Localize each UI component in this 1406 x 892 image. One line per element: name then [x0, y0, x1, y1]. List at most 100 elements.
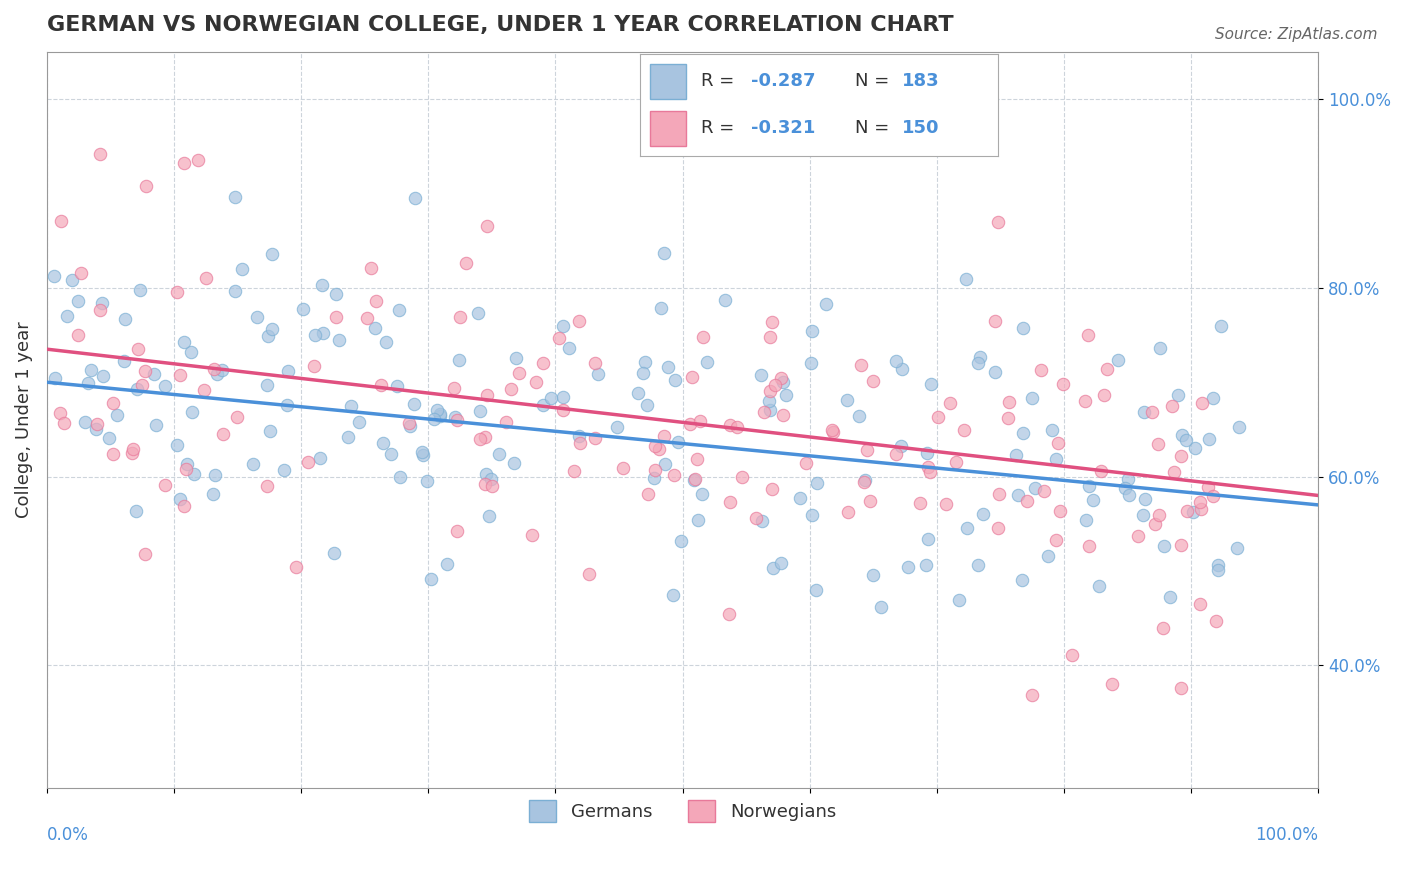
Norwegians: [364, 293, 387, 308]
Norwegians: [454, 256, 477, 270]
Norwegians: [692, 330, 714, 344]
Norwegians: [499, 382, 522, 396]
Germans: [815, 297, 838, 311]
Norwegians: [508, 366, 530, 380]
Norwegians: [644, 463, 666, 477]
Germans: [325, 286, 347, 301]
Germans: [643, 471, 665, 485]
Germans: [183, 467, 205, 481]
Norwegians: [470, 433, 492, 447]
Norwegians: [681, 370, 703, 384]
Germans: [56, 309, 79, 323]
Norwegians: [855, 442, 877, 457]
Germans: [426, 402, 449, 417]
Norwegians: [531, 355, 554, 369]
Norwegians: [474, 476, 496, 491]
Germans: [692, 487, 714, 501]
Norwegians: [1101, 677, 1123, 691]
Germans: [567, 429, 589, 443]
Norwegians: [1017, 494, 1039, 508]
Norwegians: [984, 314, 1007, 328]
Germans: [388, 469, 411, 483]
Germans: [769, 556, 792, 570]
Text: -0.321: -0.321: [751, 120, 815, 137]
Germans: [650, 301, 672, 316]
Germans: [1206, 562, 1229, 576]
Germans: [420, 572, 443, 586]
Germans: [447, 353, 470, 368]
Germans: [1040, 423, 1063, 437]
Germans: [1116, 472, 1139, 486]
Germans: [801, 325, 824, 339]
Germans: [114, 312, 136, 326]
Norwegians: [1052, 376, 1074, 391]
Germans: [488, 448, 510, 462]
Norwegians: [121, 445, 143, 459]
Germans: [662, 588, 685, 602]
Germans: [634, 354, 657, 368]
Norwegians: [211, 427, 233, 442]
Germans: [1078, 479, 1101, 493]
Norwegians: [89, 146, 111, 161]
Germans: [201, 487, 224, 501]
Text: 100.0%: 100.0%: [1256, 826, 1319, 844]
Germans: [436, 558, 458, 572]
Germans: [429, 407, 451, 421]
Norwegians: [134, 547, 156, 561]
Norwegians: [1175, 504, 1198, 518]
Norwegians: [398, 417, 420, 431]
Germans: [90, 295, 112, 310]
Germans: [1133, 492, 1156, 507]
Germans: [322, 546, 344, 560]
Germans: [1208, 558, 1230, 572]
Germans: [759, 402, 782, 417]
Germans: [125, 504, 148, 518]
Germans: [60, 273, 83, 287]
Germans: [1045, 451, 1067, 466]
Germans: [1012, 321, 1035, 335]
Germans: [1149, 341, 1171, 355]
Germans: [73, 415, 96, 429]
Norwegians: [1021, 689, 1043, 703]
Norwegians: [1047, 435, 1070, 450]
Norwegians: [127, 342, 149, 356]
Norwegians: [578, 567, 600, 582]
Germans: [870, 599, 893, 614]
Germans: [1081, 492, 1104, 507]
Germans: [853, 474, 876, 488]
Germans: [669, 534, 692, 549]
Germans: [404, 191, 426, 205]
Norwegians: [759, 330, 782, 344]
Norwegians: [477, 219, 499, 234]
Germans: [262, 322, 284, 336]
Norwegians: [1191, 396, 1213, 410]
Norwegians: [1032, 483, 1054, 498]
Legend: Germans, Norwegians: Germans, Norwegians: [520, 790, 845, 830]
Germans: [205, 368, 228, 382]
Norwegians: [1170, 449, 1192, 463]
Germans: [606, 420, 628, 434]
Germans: [385, 378, 408, 392]
Norwegians: [908, 496, 931, 510]
Norwegians: [939, 396, 962, 410]
Germans: [1133, 405, 1156, 419]
FancyBboxPatch shape: [651, 64, 686, 99]
Germans: [105, 408, 128, 422]
Norwegians: [52, 416, 75, 430]
Germans: [749, 368, 772, 382]
Norwegians: [1143, 517, 1166, 532]
Germans: [1011, 573, 1033, 587]
Germans: [1209, 319, 1232, 334]
Norwegians: [1095, 361, 1118, 376]
Norwegians: [49, 406, 72, 420]
Norwegians: [1094, 388, 1116, 402]
Norwegians: [652, 429, 675, 443]
Germans: [98, 431, 121, 445]
Text: 0.0%: 0.0%: [46, 826, 89, 844]
Germans: [1227, 420, 1250, 434]
Norwegians: [1197, 480, 1219, 494]
Norwegians: [679, 417, 702, 431]
Norwegians: [153, 478, 176, 492]
Germans: [42, 268, 65, 283]
Norwegians: [562, 464, 585, 478]
